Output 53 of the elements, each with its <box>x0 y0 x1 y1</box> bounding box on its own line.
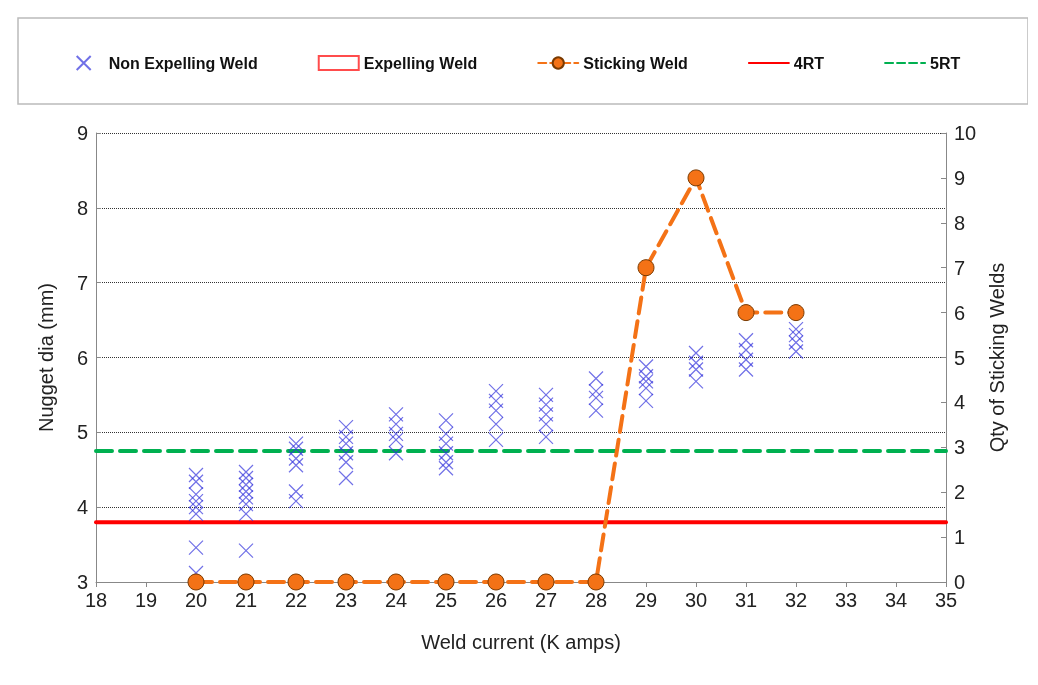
point <box>337 573 355 591</box>
x-tick-label: 31 <box>734 589 758 611</box>
x-tick-label: 26 <box>484 589 508 611</box>
y-tick-label: 6 <box>76 346 88 369</box>
x-tick-label: 28 <box>584 589 608 611</box>
y2-tick-label: 7 <box>954 256 966 279</box>
y2-tick-label: 4 <box>954 391 966 414</box>
point <box>687 169 705 187</box>
y-tick-label: 5 <box>76 421 88 444</box>
point <box>487 573 505 591</box>
x-tick-label: 27 <box>534 589 558 611</box>
x-tick-label: 30 <box>684 589 708 611</box>
point <box>237 573 255 591</box>
point <box>437 573 455 591</box>
y2-tick-label: 10 <box>954 122 977 144</box>
x-tick-label: 24 <box>384 589 408 611</box>
point <box>537 573 555 591</box>
y2-tick-label: 6 <box>954 301 966 324</box>
legend-label: Expelling Weld <box>363 54 478 72</box>
legend-label: Non Expelling Weld <box>108 54 258 72</box>
y2-tick-label: 5 <box>954 346 966 369</box>
x-tick-label: 19 <box>134 589 158 611</box>
x-tick-label: 34 <box>884 589 908 611</box>
y-tick-label: 9 <box>76 122 88 144</box>
y2-tick-label: 2 <box>954 481 966 504</box>
y-tick-label: 7 <box>76 271 88 294</box>
point <box>787 304 805 322</box>
point <box>287 573 305 591</box>
legend-label: 4RT <box>793 54 825 72</box>
point <box>587 573 605 591</box>
y2-tick-label: 9 <box>954 166 966 189</box>
point <box>387 573 405 591</box>
x-tick-label: 21 <box>234 589 258 611</box>
x-tick-label: 20 <box>184 589 208 611</box>
point <box>737 304 755 322</box>
point <box>637 259 655 277</box>
y-tick-label: 4 <box>76 496 88 519</box>
y-tick-label: 8 <box>76 196 88 219</box>
legend-label: Sticking Weld <box>583 54 688 72</box>
y2-axis-title: Qty of Sticking Welds <box>986 262 1009 453</box>
y2-tick-label: 1 <box>954 526 966 549</box>
x-tick-label: 29 <box>634 589 658 611</box>
legend-label: 5RT <box>930 54 961 72</box>
x-tick-label: 23 <box>334 589 358 611</box>
y2-tick-label: 3 <box>954 436 966 459</box>
x-tick-label: 25 <box>434 589 458 611</box>
y-axis-title: Nugget dia (mm) <box>35 283 57 432</box>
x-tick-label: 33 <box>834 589 858 611</box>
x-axis-title: Weld current (K amps) <box>421 631 621 653</box>
x-tick-label: 22 <box>284 589 308 611</box>
y2-tick-label: 8 <box>954 211 966 234</box>
point <box>187 573 205 591</box>
x-tick-label: 32 <box>784 589 808 611</box>
